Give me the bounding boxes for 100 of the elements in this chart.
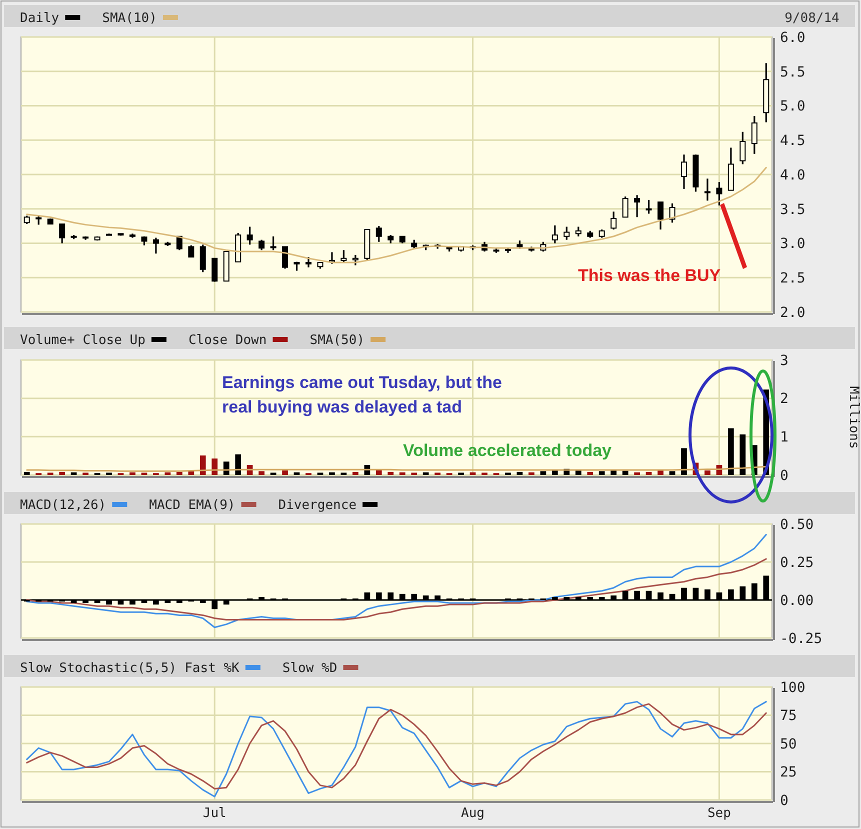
candlestick	[622, 196, 628, 218]
bar	[740, 434, 746, 475]
y-tick-label: 0.50	[780, 516, 814, 533]
legend-label: SMA(10)	[102, 11, 157, 26]
bar	[258, 471, 264, 475]
bar	[528, 472, 534, 475]
candlestick	[552, 224, 558, 244]
candlestick	[564, 226, 570, 241]
bar	[728, 428, 734, 475]
candlestick	[188, 244, 194, 258]
candlestick	[680, 154, 687, 190]
bar	[176, 472, 182, 475]
y-tick-label: 3.5	[780, 202, 806, 218]
y-axis-title: Millions	[846, 386, 861, 449]
candlestick	[270, 236, 276, 251]
candlestick	[740, 131, 746, 165]
candlestick	[212, 258, 218, 283]
candlestick	[716, 181, 722, 206]
candlestick	[59, 223, 66, 244]
y-tick-label: 3	[780, 352, 788, 369]
y-tick-label: 0	[780, 468, 788, 484]
line-series	[26, 558, 767, 621]
bar	[422, 472, 429, 475]
y-tick-label: -0.25	[780, 630, 822, 647]
y-tick-label: 50	[780, 736, 797, 752]
candlestick	[658, 201, 664, 230]
legend-title: Slow Stochastic(5,5)	[20, 661, 177, 676]
y-tick-label: 2	[780, 391, 788, 408]
bar	[24, 472, 30, 475]
x-tick-label: Sep	[707, 806, 732, 821]
y-tick-label: 6.0	[780, 30, 806, 46]
bar	[130, 472, 136, 475]
y-tick-label: 4.0	[780, 167, 806, 184]
y-tick-label: 0.00	[780, 592, 814, 609]
candlestick	[610, 210, 617, 230]
y-tick-label: 2.0	[780, 304, 806, 321]
candlestick	[200, 244, 206, 273]
y-tick-label: 75	[780, 708, 797, 724]
candlestick	[376, 225, 382, 243]
candlestick	[282, 246, 288, 270]
line-series	[26, 166, 767, 264]
bar	[200, 455, 206, 475]
text: 9/08/14	[784, 11, 840, 26]
y-tick-label: 3.0	[780, 236, 806, 252]
candlestick	[305, 256, 312, 268]
bar	[669, 471, 676, 475]
annotation: Earnings came out Tusday, but the real buying was delayed a tad	[222, 373, 502, 417]
y-tick-label: 4.5	[780, 133, 806, 150]
bar	[634, 472, 640, 475]
bar	[329, 472, 335, 475]
legend-label: MACD EMA(9)	[149, 498, 236, 513]
legend-label: SMA(50)	[310, 333, 365, 348]
candlestick	[575, 226, 582, 238]
legend-label: Close Down	[188, 333, 267, 348]
y-tick-label: 1	[780, 430, 788, 446]
legend-label: Fast %K	[184, 661, 240, 676]
y-tick-label: 100	[780, 680, 806, 696]
bar	[516, 472, 523, 475]
legend-label: Daily	[20, 11, 60, 26]
bar	[399, 472, 406, 475]
annotation: This was the BUY	[578, 266, 722, 285]
bar	[540, 471, 546, 475]
x-tick-label: Jul	[202, 806, 226, 821]
bar	[622, 470, 628, 475]
bar	[587, 472, 594, 475]
bar	[212, 458, 218, 475]
candlestick	[152, 236, 159, 254]
bar	[681, 448, 687, 475]
bar	[388, 472, 394, 475]
legend-label: Close Up	[82, 333, 146, 348]
candlestick	[340, 249, 347, 264]
candlestick	[634, 194, 640, 218]
bar	[704, 470, 710, 475]
y-tick-label: 0.25	[780, 554, 814, 571]
bar	[235, 454, 242, 475]
legend-label: Slow %D	[282, 661, 338, 676]
annotation: Volume accelerated today	[403, 441, 612, 460]
x-tick-label: Aug	[461, 806, 485, 821]
legend-label: Divergence	[278, 498, 357, 513]
y-tick-label: 5.5	[780, 64, 806, 80]
bar	[164, 472, 171, 475]
candlestick	[751, 115, 758, 155]
line-series	[26, 534, 767, 628]
candlestick	[258, 239, 265, 251]
candlestick	[352, 254, 358, 266]
bar	[598, 471, 605, 475]
y-tick-label: 2.5	[780, 270, 806, 287]
legend-label: MACD(12,26)	[20, 498, 106, 513]
candlestick	[704, 178, 710, 202]
candlestick	[246, 226, 253, 246]
y-tick-label: 0	[780, 792, 788, 809]
bar	[352, 472, 358, 475]
bar	[59, 472, 66, 475]
candlestick	[646, 199, 652, 214]
bar	[282, 470, 288, 475]
bar	[646, 472, 652, 475]
y-tick-label: 25	[780, 764, 797, 781]
legend-title: Volume+	[20, 333, 75, 348]
y-tick-label: 5.0	[780, 98, 806, 115]
candlestick	[176, 236, 182, 251]
